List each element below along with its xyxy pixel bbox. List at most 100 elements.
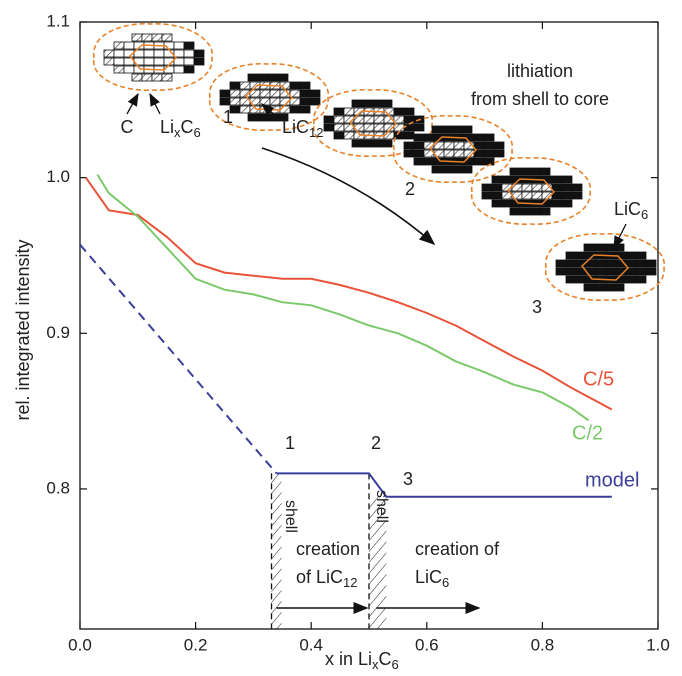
particle-cell: [299, 81, 311, 90]
particle-cell: [239, 105, 251, 114]
particle-cell: [481, 183, 493, 192]
particle-outline: [545, 232, 665, 301]
particle-cell: [173, 65, 185, 74]
annotation: of LiC12: [296, 567, 358, 591]
particle-cell: [583, 243, 595, 252]
series-label: C/5: [583, 368, 614, 390]
x-tick-label: 0.4: [299, 635, 323, 654]
particle-cell: [539, 167, 551, 176]
particle-core: [244, 84, 294, 111]
particle-cell: [529, 207, 541, 216]
annotation: shell: [282, 500, 299, 533]
particle-cell: [259, 89, 271, 98]
particle-cell: [565, 267, 577, 276]
particle-cell: [257, 113, 269, 122]
particle-cell: [103, 49, 115, 58]
particle-cell: [113, 65, 125, 74]
particle: [313, 88, 433, 157]
particle-cell: [555, 259, 567, 268]
particle-cell: [371, 99, 383, 108]
y-tick-label: 1.1: [46, 11, 70, 30]
y-tick-label: 0.8: [46, 478, 70, 497]
x-tick-label: 0.2: [184, 635, 208, 654]
particle-cell: [431, 125, 443, 134]
annotation-sub: x: [174, 125, 181, 140]
particle-cell: [423, 157, 435, 166]
annotation: creation of: [415, 539, 500, 559]
particle-cell: [575, 251, 587, 260]
particle-cell: [603, 243, 615, 252]
particle-outline: [393, 114, 513, 183]
particle-outline: [93, 22, 213, 91]
annotation: creation: [296, 539, 360, 559]
particle-cell: [239, 81, 251, 90]
particle-cell: [595, 259, 607, 268]
particle-cell: [113, 57, 125, 66]
particle-cell: [193, 49, 205, 58]
y-tick-label: 0.9: [46, 323, 70, 342]
particle-cell: [309, 97, 321, 106]
particle-cell: [229, 89, 241, 98]
x-axis-label-part: C: [379, 649, 392, 669]
particle-cell: [635, 275, 647, 284]
annotation-sub: 12: [343, 575, 357, 590]
particle-cell: [351, 139, 363, 148]
annotation: C: [121, 117, 134, 137]
particle-cell: [509, 167, 521, 176]
particle-cell: [219, 97, 231, 106]
particle-cell: [161, 33, 173, 42]
particle-cell: [151, 33, 163, 42]
particle-cell: [519, 167, 531, 176]
particle-cell: [277, 73, 289, 82]
annotation-part: C: [121, 117, 134, 137]
particle-cell: [103, 57, 115, 66]
particle-cell: [645, 259, 657, 268]
particle-cell: [561, 199, 573, 208]
particle-cell: [635, 267, 647, 276]
particle-cell: [613, 283, 625, 292]
particle-cell: [323, 115, 335, 124]
annotation-part: Li: [160, 117, 174, 137]
x-tick-label: 0.6: [415, 635, 439, 654]
annotation: from shell to core: [471, 89, 609, 109]
particle-cell: [381, 99, 393, 108]
particle-cell: [491, 183, 503, 192]
pointer: [126, 92, 139, 115]
particle-cell: [161, 73, 173, 82]
particle-cell: [403, 131, 415, 140]
y-tick-label: 1.0: [46, 167, 70, 186]
particle-cell: [453, 149, 465, 158]
particle-cell: [183, 65, 195, 74]
particle-cell: [481, 191, 493, 200]
annotation-sub: 12: [309, 125, 323, 140]
particle-cell: [501, 175, 513, 184]
pointer: [149, 92, 161, 115]
particle-cell: [289, 81, 301, 90]
annotation-part: 1: [223, 107, 233, 127]
particle-cell: [473, 133, 485, 142]
particle-cell: [343, 131, 355, 140]
particle-cell: [645, 267, 657, 276]
particle-cell: [269, 97, 281, 106]
particle-outline: [313, 88, 433, 157]
particle-cell: [473, 141, 485, 150]
particle-cell: [333, 131, 345, 140]
particle-cell: [509, 207, 521, 216]
particle-cell: [493, 149, 505, 158]
particle-cell: [151, 73, 163, 82]
particle-cell: [413, 141, 425, 150]
particle-cell: [519, 207, 531, 216]
pointer: [613, 223, 627, 250]
particle-cell: [373, 123, 385, 132]
particle-cell: [575, 275, 587, 284]
particle-cell: [131, 33, 143, 42]
particle-cell: [595, 267, 607, 276]
x-axis-label-sub: x: [372, 657, 379, 672]
particle-cell: [361, 99, 373, 108]
data-line: [79, 243, 278, 475]
annotation-part: 2: [371, 433, 381, 453]
particle-cell: [219, 89, 231, 98]
particle-cell: [441, 125, 453, 134]
particle: [209, 62, 329, 131]
particle-cell: [363, 123, 375, 132]
